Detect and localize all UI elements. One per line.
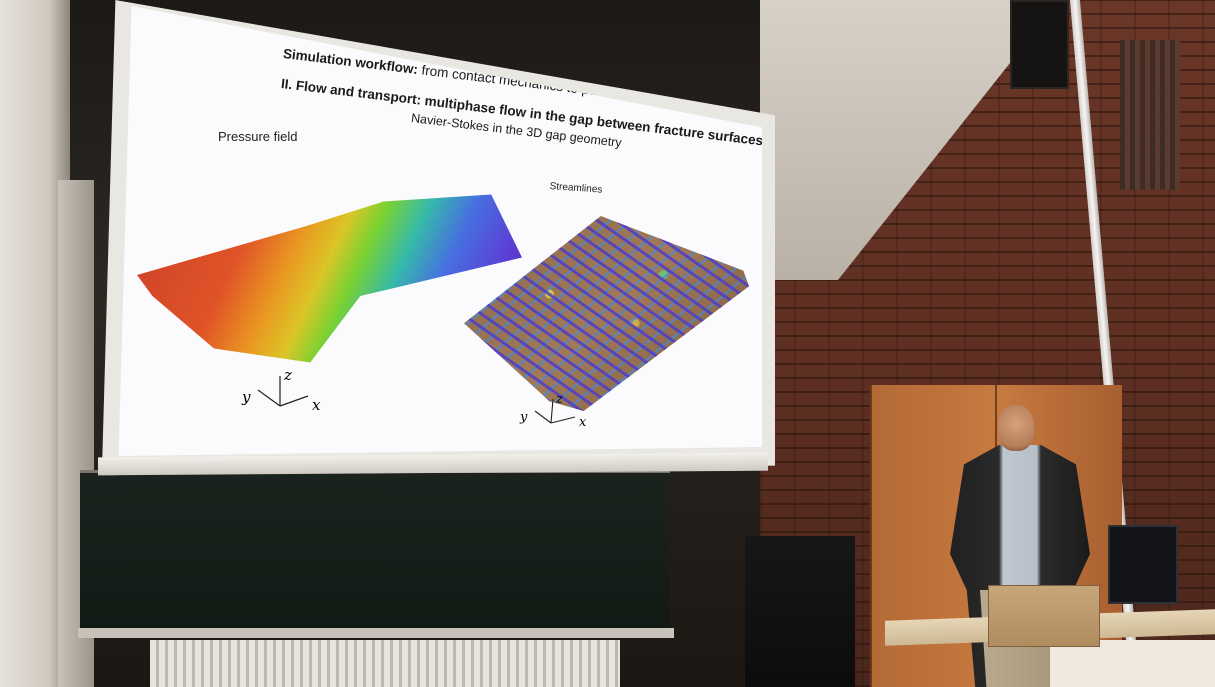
x-axis-label-right: x [579, 415, 587, 430]
cardboard-box [988, 585, 1100, 647]
chalkboard [80, 470, 670, 633]
z-axis-label: z [283, 366, 292, 384]
axes-triad-right: z x y [517, 391, 597, 431]
axes-triad-right-svg: z x y [519, 392, 587, 430]
desk-front-panel [1050, 640, 1215, 687]
pressure-field-surface [137, 194, 522, 363]
x-axis-line [279, 395, 309, 407]
axes-triad-left-svg: z x y [241, 366, 321, 414]
streamlines-label: Streamlines [549, 181, 603, 196]
y-axis-line-right [534, 410, 552, 424]
chalkboard-ledge [78, 628, 674, 638]
pressure-field-label: Pressure field [218, 129, 298, 144]
axes-triad-left: z x y [238, 366, 328, 414]
radiator [150, 640, 620, 687]
presenter-head [998, 405, 1034, 451]
y-axis-label-right: y [519, 410, 528, 425]
x-axis-label: x [312, 396, 321, 414]
z-axis-line-right [550, 398, 554, 424]
desk-monitor [1108, 525, 1178, 604]
ventilation-grille [1120, 40, 1180, 190]
projected-slide: Simulation workflow: from contact mechan… [118, 6, 762, 456]
y-axis-label: y [241, 388, 251, 406]
z-axis-label-right: z [555, 392, 563, 407]
lectern [745, 536, 855, 687]
wall-speaker [1010, 0, 1069, 89]
y-axis-line [257, 389, 281, 407]
x-axis-line-right [550, 416, 576, 424]
